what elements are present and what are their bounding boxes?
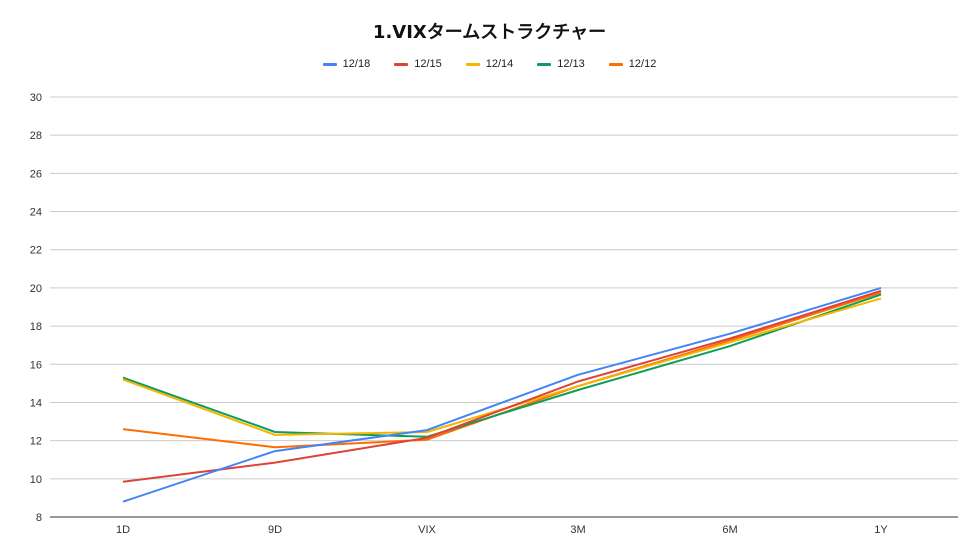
legend-item[interactable]: 12/12 [608,58,657,70]
legend-swatch [322,62,337,66]
chart-title: 1.VIXタームストラクチャー [372,22,607,43]
y-tick-label: 10 [30,474,42,486]
legend-label: 12/15 [414,58,442,70]
legend-item[interactable]: 12/14 [465,58,514,70]
y-tick-label: 8 [36,512,42,524]
legend-swatch [465,62,480,66]
y-tick-label: 24 [30,207,42,219]
series-line-12-12[interactable] [122,291,882,449]
legend-label: 12/18 [342,58,371,70]
y-tick-label: 20 [30,283,42,295]
x-tick-label: 1Y [874,524,888,536]
legend-label: 12/12 [628,58,657,70]
legend-swatch [537,62,552,66]
x-tick-label: 1D [116,524,130,536]
series-line-12-15[interactable] [122,289,882,483]
legend-item[interactable]: 12/13 [537,58,585,70]
legend-item[interactable]: 12/18 [322,58,371,70]
y-tick-label: 16 [30,359,42,371]
y-tick-label: 26 [30,168,42,180]
series-line-12-18[interactable] [122,286,882,503]
x-tick-label: 6M [722,524,737,536]
y-tick-label: 22 [30,245,42,257]
y-tick-label: 14 [30,397,42,409]
legend-label: 12/13 [557,58,585,70]
legend-label: 12/14 [485,58,514,70]
legend-swatch [608,62,623,66]
legend-swatch [394,62,409,66]
series-line-12-13[interactable] [122,293,882,438]
chart-legend: 12/18 12/15 12/14 12/13 12/12 [0,58,979,70]
y-tick-label: 18 [30,321,42,333]
y-tick-label: 28 [30,130,42,142]
y-tick-label: 12 [30,436,42,448]
legend-item[interactable]: 12/15 [394,58,442,70]
y-tick-label: 30 [30,92,42,104]
x-tick-label: 3M [570,524,585,536]
x-tick-label: 9D [268,524,282,536]
x-tick-label: VIX [418,524,436,536]
